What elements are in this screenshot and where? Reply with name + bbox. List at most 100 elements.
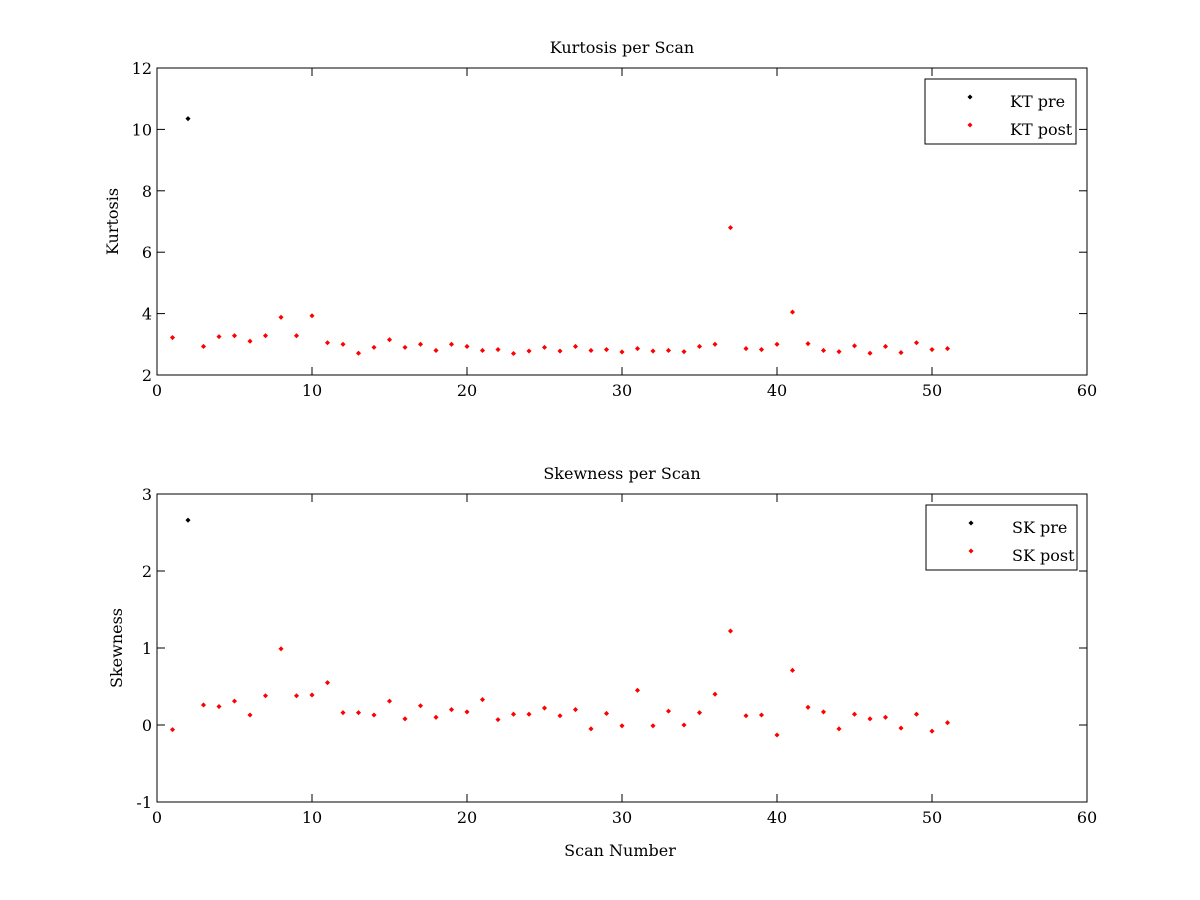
kurtosis-post-point: [882, 343, 889, 349]
kurtosis-legend-label-post: KT post: [1010, 120, 1073, 139]
kurtosis-post-point: [929, 346, 935, 353]
skewness-post-point: [805, 704, 811, 710]
kurtosis-y-tick-label: 8: [142, 182, 152, 201]
skewness-post-point: [495, 717, 501, 723]
kurtosis-post-point: [805, 341, 811, 347]
kurtosis-post-point: [727, 225, 734, 231]
skewness-post-point: [727, 628, 734, 634]
skewness-y-tick-label: 3: [142, 485, 152, 504]
skewness-post-point: [216, 703, 222, 710]
skewness-post-point: [355, 710, 362, 716]
skewness-post-point: [944, 720, 951, 726]
skewness-post-point: [572, 707, 579, 713]
kurtosis-x-tick-label: 50: [922, 381, 942, 400]
skewness-post-point: [340, 710, 346, 716]
kurtosis-post-point: [588, 347, 594, 353]
skewness-data-points: [169, 517, 951, 738]
kurtosis-y-tick-label: 6: [142, 243, 152, 262]
skewness-post-point: [526, 711, 532, 717]
skewness-post-point: [293, 693, 300, 699]
skewness-legend: SK pre SK post: [925, 504, 1078, 571]
skewness-post-point: [169, 727, 176, 733]
skewness-post-point: [867, 716, 873, 722]
kurtosis-post-point: [944, 346, 951, 352]
skewness-x-tick-label: 0: [152, 808, 162, 827]
kurtosis-post-point: [650, 348, 656, 354]
kurtosis-legend-marker-pre: [967, 94, 973, 100]
kurtosis-post-point: [898, 350, 904, 356]
skewness-subplot: Skewness per Scan Skewness Scan Number 0…: [107, 464, 1097, 860]
skewness-post-point: [898, 725, 904, 731]
kurtosis-x-tick-label: 40: [767, 381, 787, 400]
skewness-post-point: [588, 726, 594, 732]
kurtosis-post-point: [557, 348, 563, 354]
kurtosis-post-point: [851, 343, 858, 349]
kurtosis-x-tick-label: 0: [152, 381, 162, 400]
kurtosis-y-axis-label: Kurtosis: [103, 188, 122, 255]
skewness-y-tick-label: 1: [142, 639, 152, 658]
kurtosis-y-tick-label: 2: [142, 366, 152, 385]
skewness-post-point: [929, 728, 935, 734]
kurtosis-post-point: [712, 341, 718, 347]
skewness-post-point: [324, 680, 331, 686]
kurtosis-post-point: [774, 341, 780, 347]
kurtosis-post-point: [743, 346, 749, 352]
skewness-post-point: [650, 723, 656, 729]
skewness-post-point: [681, 722, 687, 728]
skewness-legend-marker-pre: [968, 520, 974, 526]
skewness-legend-label-post: SK post: [1012, 546, 1075, 565]
kurtosis-y-tick-label: 4: [142, 305, 152, 324]
skewness-x-tick-label: 40: [767, 808, 787, 827]
kurtosis-post-point: [789, 309, 796, 315]
skewness-legend-label-pre: SK pre: [1012, 518, 1067, 537]
skewness-legend-marker-post: [968, 548, 974, 554]
skewness-x-tick-label: 10: [302, 808, 322, 827]
skewness-post-point: [696, 710, 703, 716]
skewness-post-point: [417, 703, 424, 709]
kurtosis-post-point: [665, 347, 672, 353]
skewness-post-point: [820, 709, 827, 715]
kurtosis-ticks: 0 10 20 30 40 50 60 2 4 6 8 10 12: [132, 59, 1098, 400]
kurtosis-post-point: [696, 343, 703, 349]
skewness-post-point: [743, 713, 749, 719]
kurtosis-y-tick-label: 10: [132, 120, 152, 139]
kurtosis-x-tick-label: 60: [1077, 381, 1097, 400]
skewness-post-point: [371, 712, 377, 718]
kurtosis-post-point: [836, 349, 842, 355]
skewness-post-point: [231, 698, 238, 704]
skewness-legend-box: [925, 504, 1078, 571]
skewness-post-point: [309, 692, 315, 698]
skewness-post-point: [712, 691, 718, 697]
skewness-post-point: [200, 702, 207, 708]
skewness-post-point: [278, 646, 284, 652]
skewness-pre-point: [185, 517, 191, 523]
skewness-post-point: [386, 698, 393, 704]
kurtosis-post-point: [681, 349, 687, 355]
skewness-y-axis-label: Skewness: [107, 608, 126, 688]
skewness-x-tick-label: 50: [922, 808, 942, 827]
kurtosis-legend-marker-post: [967, 122, 973, 128]
kurtosis-post-point: [572, 343, 579, 349]
skewness-post-point: [882, 714, 889, 720]
kurtosis-title: Kurtosis per Scan: [550, 38, 694, 57]
skewness-post-point: [464, 709, 470, 715]
skewness-title: Skewness per Scan: [543, 464, 700, 483]
skewness-post-point: [262, 693, 269, 699]
skewness-y-tick-label: -1: [136, 793, 152, 812]
kurtosis-post-point: [603, 346, 610, 353]
skewness-post-point: [247, 712, 253, 718]
skewness-post-point: [433, 714, 439, 720]
kurtosis-post-point: [541, 344, 548, 350]
skewness-post-point: [774, 732, 780, 738]
skewness-post-point: [758, 712, 765, 718]
skewness-post-point: [557, 713, 563, 719]
kurtosis-post-point: [526, 348, 532, 354]
skewness-post-point: [851, 711, 858, 717]
kurtosis-y-tick-label: 12: [132, 59, 152, 78]
kurtosis-post-point: [867, 350, 873, 356]
skewness-x-axis-label: Scan Number: [564, 841, 676, 860]
kurtosis-post-point: [913, 340, 920, 346]
skewness-post-point: [603, 710, 610, 716]
